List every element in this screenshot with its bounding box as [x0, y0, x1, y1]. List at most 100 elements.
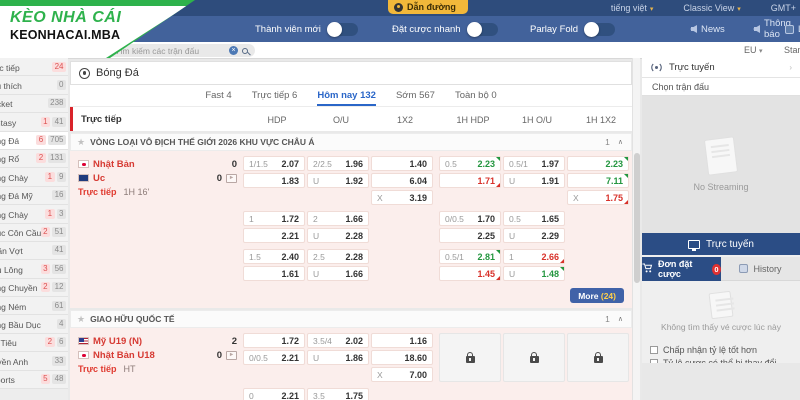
odds-cell[interactable]: U 2.29 [503, 228, 565, 243]
odds-cell[interactable]: 0.5/1 1.97 [503, 156, 565, 171]
more-markets-button[interactable]: More (24) [570, 288, 624, 303]
sidebar-item[interactable]: Yêu thích 0 [0, 76, 68, 95]
odds-cell[interactable]: 1/1.5 2.07 [243, 156, 305, 171]
notifications-link[interactable]: Thông báo [753, 16, 800, 42]
stream-available-icon[interactable]: ▸ [226, 173, 237, 183]
odds-cell[interactable]: 2 1.66 [307, 211, 369, 226]
toggle-switch[interactable] [326, 21, 358, 37]
search-icon[interactable] [242, 47, 248, 54]
odds-cell[interactable]: 1.83 [243, 173, 305, 188]
odds-cell[interactable]: 2.5 2.28 [307, 249, 369, 264]
news-link[interactable]: News [690, 16, 725, 42]
odds-cell[interactable]: 3.5/4 2.02 [307, 333, 369, 348]
league-header[interactable]: ★ GIAO HỮU QUỐC TẾ 1 ∧ [70, 310, 632, 328]
odds-cell[interactable]: 18.60 [371, 350, 433, 365]
odds-cell[interactable]: 0/0.5 1.70 [439, 211, 501, 226]
sidebar-item[interactable]: Bóng Ném 61 [0, 297, 68, 316]
logo[interactable]: KÈO NHÀ CÁI KEONHACAI.MBA [0, 0, 195, 58]
odds-cell[interactable]: 1.16 [371, 333, 433, 348]
main-scrollbar[interactable] [632, 58, 640, 400]
odds-cell[interactable]: U 1.86 [307, 350, 369, 365]
star-icon[interactable]: ★ [77, 313, 86, 324]
tab-betslip[interactable]: Đơn đặt cược 0 [642, 257, 721, 281]
odds-cell[interactable]: 2/2.5 1.96 [307, 156, 369, 171]
odds-cell[interactable]: U 1.48 [503, 266, 565, 281]
sidebar-item[interactable]: Cầu Lông 356 [0, 260, 68, 279]
tab-sớm-567[interactable]: Sớm 567 [395, 90, 435, 101]
timezone-menu[interactable]: GMT+ [770, 3, 796, 13]
odds-cell[interactable]: 0/0.5 2.21 [243, 350, 305, 365]
odds-cell[interactable]: 1.72 [243, 333, 305, 348]
match-info[interactable]: Mỹ U19 (N) 2 Nhật Bản U18 0 ▸ Trực tiếp HT [78, 333, 243, 382]
language-menu[interactable]: tiếng việt ▾ [610, 3, 654, 13]
sidebar-item[interactable]: Phi Tiêu 26 [0, 333, 68, 353]
odds-cell[interactable]: 3.5 1.75 [307, 388, 369, 400]
odds-cell[interactable]: 1.71 [439, 173, 501, 188]
odds-cell[interactable]: 1.40 [371, 156, 433, 171]
trend-up-icon [624, 157, 628, 161]
match-select-dropdown[interactable]: Chọn trận đấu [642, 78, 800, 96]
sidebar-item-badges: 238 [47, 98, 66, 109]
odds-cell[interactable]: 0.5/1 2.81 [439, 249, 501, 264]
odds-cell[interactable]: 0.5 2.23 [439, 156, 501, 171]
rules-link[interactable]: Luật [785, 16, 800, 42]
tab-trực-tiếp-6[interactable]: Trực tiếp 6 [251, 90, 298, 101]
sidebar-item[interactable]: Cricket 238 [0, 94, 68, 114]
sidebar-item[interactable]: Bóng Bầu Dục 4 [0, 315, 68, 334]
navigation-badge[interactable]: Dẫn đường [388, 0, 468, 14]
match-info[interactable]: Nhật Bản 0 Uc 0 ▸ Trực tiếp 1H 16' [78, 156, 243, 205]
league-header[interactable]: ★ VÒNG LOẠI VÔ ĐỊCH THẾ GIỚI 2026 KHU VỰC… [70, 133, 632, 151]
sidebar-item[interactable]: Fantasy 141 [0, 113, 68, 132]
odds-cell[interactable]: 1.45 [439, 266, 501, 281]
odds-cell[interactable]: U 1.91 [503, 173, 565, 188]
odds-cell[interactable]: X 3.19 [371, 190, 433, 205]
odds-cell[interactable]: U 2.28 [307, 228, 369, 243]
stream-header[interactable]: Trực tuyến › [642, 58, 800, 78]
odds-cell[interactable]: 6.04 [371, 173, 433, 188]
search-input[interactable]: Tìm kiếm các trận đấu × [105, 44, 255, 57]
odds-format-select[interactable]: EU ▾ [744, 45, 763, 55]
sidebar-item[interactable]: Trực tiếp 24 [0, 58, 68, 77]
odds-cell[interactable]: U 1.92 [307, 173, 369, 188]
toggle-switch[interactable] [466, 21, 498, 37]
display-mode-select[interactable]: Standard [784, 45, 800, 55]
odds-cell[interactable]: X 7.00 [371, 367, 433, 382]
odds-cell[interactable]: U 1.66 [307, 266, 369, 281]
view-mode-menu[interactable]: Classic View ▾ [683, 3, 741, 13]
odds-cell[interactable]: 7.11 [567, 173, 629, 188]
odds-cell[interactable]: 1.5 2.40 [243, 249, 305, 264]
odds-column-x121h [567, 333, 629, 382]
sidebar-item[interactable]: Bóng Đá Mỹ 16 [0, 186, 68, 206]
odds-cell[interactable]: 1.61 [243, 266, 305, 281]
odds-cell[interactable]: 1 1.72 [243, 211, 305, 226]
odds-cell[interactable]: 2.21 [243, 228, 305, 243]
sidebar-item[interactable]: Esports 548 [0, 370, 68, 390]
clear-search-icon[interactable]: × [229, 46, 238, 55]
scrollbar-thumb[interactable] [634, 153, 640, 283]
tab-fast-4[interactable]: Fast 4 [205, 90, 232, 101]
checkbox[interactable] [650, 345, 658, 354]
odds-cell[interactable]: X 1.75 [567, 190, 629, 205]
sidebar-item[interactable]: Quyền Anh 33 [0, 352, 68, 371]
live-stream-button[interactable]: Trực tuyến [642, 233, 800, 255]
tab-toàn-bộ-0[interactable]: Toàn bộ 0 [454, 90, 497, 101]
tab-hôm-nay-132[interactable]: Hôm nay 132 [317, 90, 376, 106]
odds-cell[interactable]: 0 2.21 [243, 388, 305, 400]
stream-available-icon[interactable]: ▸ [226, 350, 237, 360]
tab-history[interactable]: History [721, 257, 800, 281]
toggle-switch[interactable] [584, 21, 616, 37]
sidebar-item[interactable]: Quần Vợt 41 [0, 241, 68, 261]
odds-cell[interactable]: 2.23 [567, 156, 629, 171]
odds-cell[interactable]: 0.5 1.65 [503, 211, 565, 226]
sidebar-item[interactable]: Bóng Chày 13 [0, 205, 68, 224]
star-icon[interactable]: ★ [77, 136, 86, 147]
odds-cell[interactable]: 1 2.66 [503, 249, 565, 264]
collapse-chevron-icon[interactable]: ∧ [617, 316, 623, 323]
sidebar-item[interactable]: Bóng Chày 19 [0, 168, 68, 187]
odds-cell[interactable]: 2.25 [439, 228, 501, 243]
collapse-chevron-icon[interactable]: ∧ [617, 139, 623, 146]
